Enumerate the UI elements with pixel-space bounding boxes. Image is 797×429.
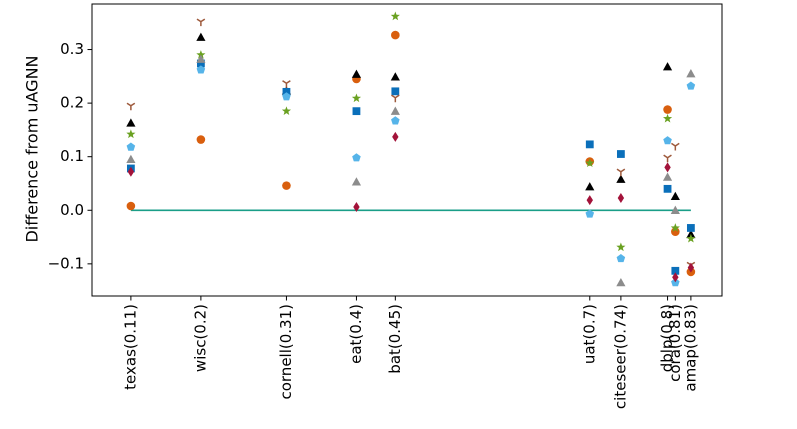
data-point-s4-0 bbox=[126, 129, 136, 139]
x-tick-label: cora(0.81) bbox=[666, 304, 684, 382]
data-point-s1-6 bbox=[616, 174, 626, 183]
y-tick-label: 0.1 bbox=[60, 147, 84, 165]
data-point-s4-4 bbox=[390, 11, 400, 21]
data-point-s2-4 bbox=[391, 87, 400, 96]
data-point-s6-2 bbox=[351, 177, 362, 186]
data-point-s6-6 bbox=[670, 205, 680, 214]
y-axis-label: Difference from uAGNN bbox=[23, 55, 42, 242]
x-tick-label: uat(0.7) bbox=[580, 304, 598, 364]
data-point-s5-9 bbox=[686, 81, 696, 90]
data-point-s1-8 bbox=[670, 191, 680, 201]
data-point-s1-7 bbox=[662, 62, 673, 71]
data-point-s7-6 bbox=[672, 272, 679, 283]
x-tick-label: wisc(0.2) bbox=[191, 304, 209, 372]
y-tick-label: 0.3 bbox=[60, 40, 84, 58]
data-point-s0-4 bbox=[391, 30, 400, 40]
data-point-s4-9 bbox=[686, 233, 696, 243]
data-point-s5-1 bbox=[196, 65, 206, 74]
y-tick-label: −0.1 bbox=[48, 254, 84, 272]
data-point-s0-6 bbox=[663, 105, 672, 114]
data-point-s2-2 bbox=[282, 87, 291, 96]
data-point-s1-1 bbox=[196, 32, 206, 41]
data-point-s7-3 bbox=[586, 195, 593, 206]
data-point-s5-4 bbox=[391, 116, 400, 125]
x-tick-label: eat(0.4) bbox=[347, 304, 365, 364]
axes-layer: −0.1 0.0 0.1 0.2 0.3 texas(0.11) wisc(0.2) corn… bbox=[48, 3, 723, 409]
data-point-s3-2 bbox=[282, 80, 291, 88]
x-tick-label: dblp(0.8) bbox=[658, 304, 676, 372]
x-tick-label: cornell(0.31) bbox=[277, 304, 295, 400]
plot-frame bbox=[91, 3, 723, 297]
x-tick-label: amap(0.83) bbox=[681, 304, 699, 392]
data-point-s4-6 bbox=[616, 242, 626, 252]
data-point-s4-5 bbox=[585, 158, 595, 168]
data-point-s1-4 bbox=[390, 72, 400, 81]
y-tick-label: 0.2 bbox=[60, 94, 84, 112]
data-point-s4-3 bbox=[351, 93, 362, 103]
data-point-s2-7 bbox=[663, 184, 672, 193]
data-point-s3-1 bbox=[196, 18, 206, 27]
data-point-s3-3 bbox=[391, 94, 400, 103]
data-point-s7-5 bbox=[664, 162, 671, 173]
data-point-s5-2 bbox=[282, 92, 291, 101]
data-point-s5-5 bbox=[585, 209, 595, 218]
data-point-s2-5 bbox=[585, 140, 594, 149]
data-point-s0-2 bbox=[282, 181, 291, 190]
data-point-s4-1 bbox=[196, 50, 206, 59]
data-point-s3-0 bbox=[126, 102, 136, 111]
data-point-s2-8 bbox=[671, 266, 680, 275]
y-tick-label: 0.0 bbox=[60, 201, 84, 219]
data-point-s2-9 bbox=[686, 224, 695, 232]
data-point-s1-0 bbox=[126, 118, 136, 127]
data-point-s4-8 bbox=[670, 223, 680, 232]
data-point-s7-0 bbox=[127, 166, 135, 177]
data-point-s4-2 bbox=[281, 106, 292, 116]
data-point-s2-6 bbox=[616, 150, 625, 158]
data-point-s5-0 bbox=[126, 142, 136, 151]
x-tick-label: citeseer(0.74) bbox=[611, 304, 629, 409]
data-point-s5-6 bbox=[616, 253, 626, 263]
data-points-layer bbox=[126, 11, 696, 287]
data-point-s4-7 bbox=[662, 113, 673, 123]
data-point-s6-3 bbox=[390, 106, 400, 115]
data-point-s5-3 bbox=[352, 153, 361, 162]
data-point-s6-5 bbox=[662, 172, 673, 181]
data-point-s1-3 bbox=[351, 69, 362, 78]
data-point-s2-3 bbox=[352, 107, 361, 116]
x-tick-label: texas(0.11) bbox=[121, 304, 139, 390]
data-point-s5-7 bbox=[663, 136, 672, 145]
data-point-s6-1 bbox=[196, 54, 206, 63]
data-point-s7-2 bbox=[392, 131, 399, 142]
data-point-s1-5 bbox=[585, 182, 595, 191]
data-point-s6-0 bbox=[126, 154, 136, 164]
data-point-s7-4 bbox=[617, 192, 625, 203]
x-tick-label: bat(0.45) bbox=[386, 304, 404, 374]
data-point-s3-5 bbox=[663, 154, 672, 163]
data-point-s6-7 bbox=[686, 69, 696, 78]
data-point-s3-6 bbox=[671, 142, 680, 151]
data-point-s0-0 bbox=[126, 201, 136, 211]
data-point-s7-1 bbox=[353, 202, 360, 213]
data-point-s7-7 bbox=[687, 262, 695, 273]
data-point-s3-4 bbox=[616, 168, 626, 177]
data-point-s0-1 bbox=[196, 135, 206, 144]
data-point-s2-1 bbox=[196, 59, 205, 68]
data-point-s6-4 bbox=[616, 278, 626, 287]
